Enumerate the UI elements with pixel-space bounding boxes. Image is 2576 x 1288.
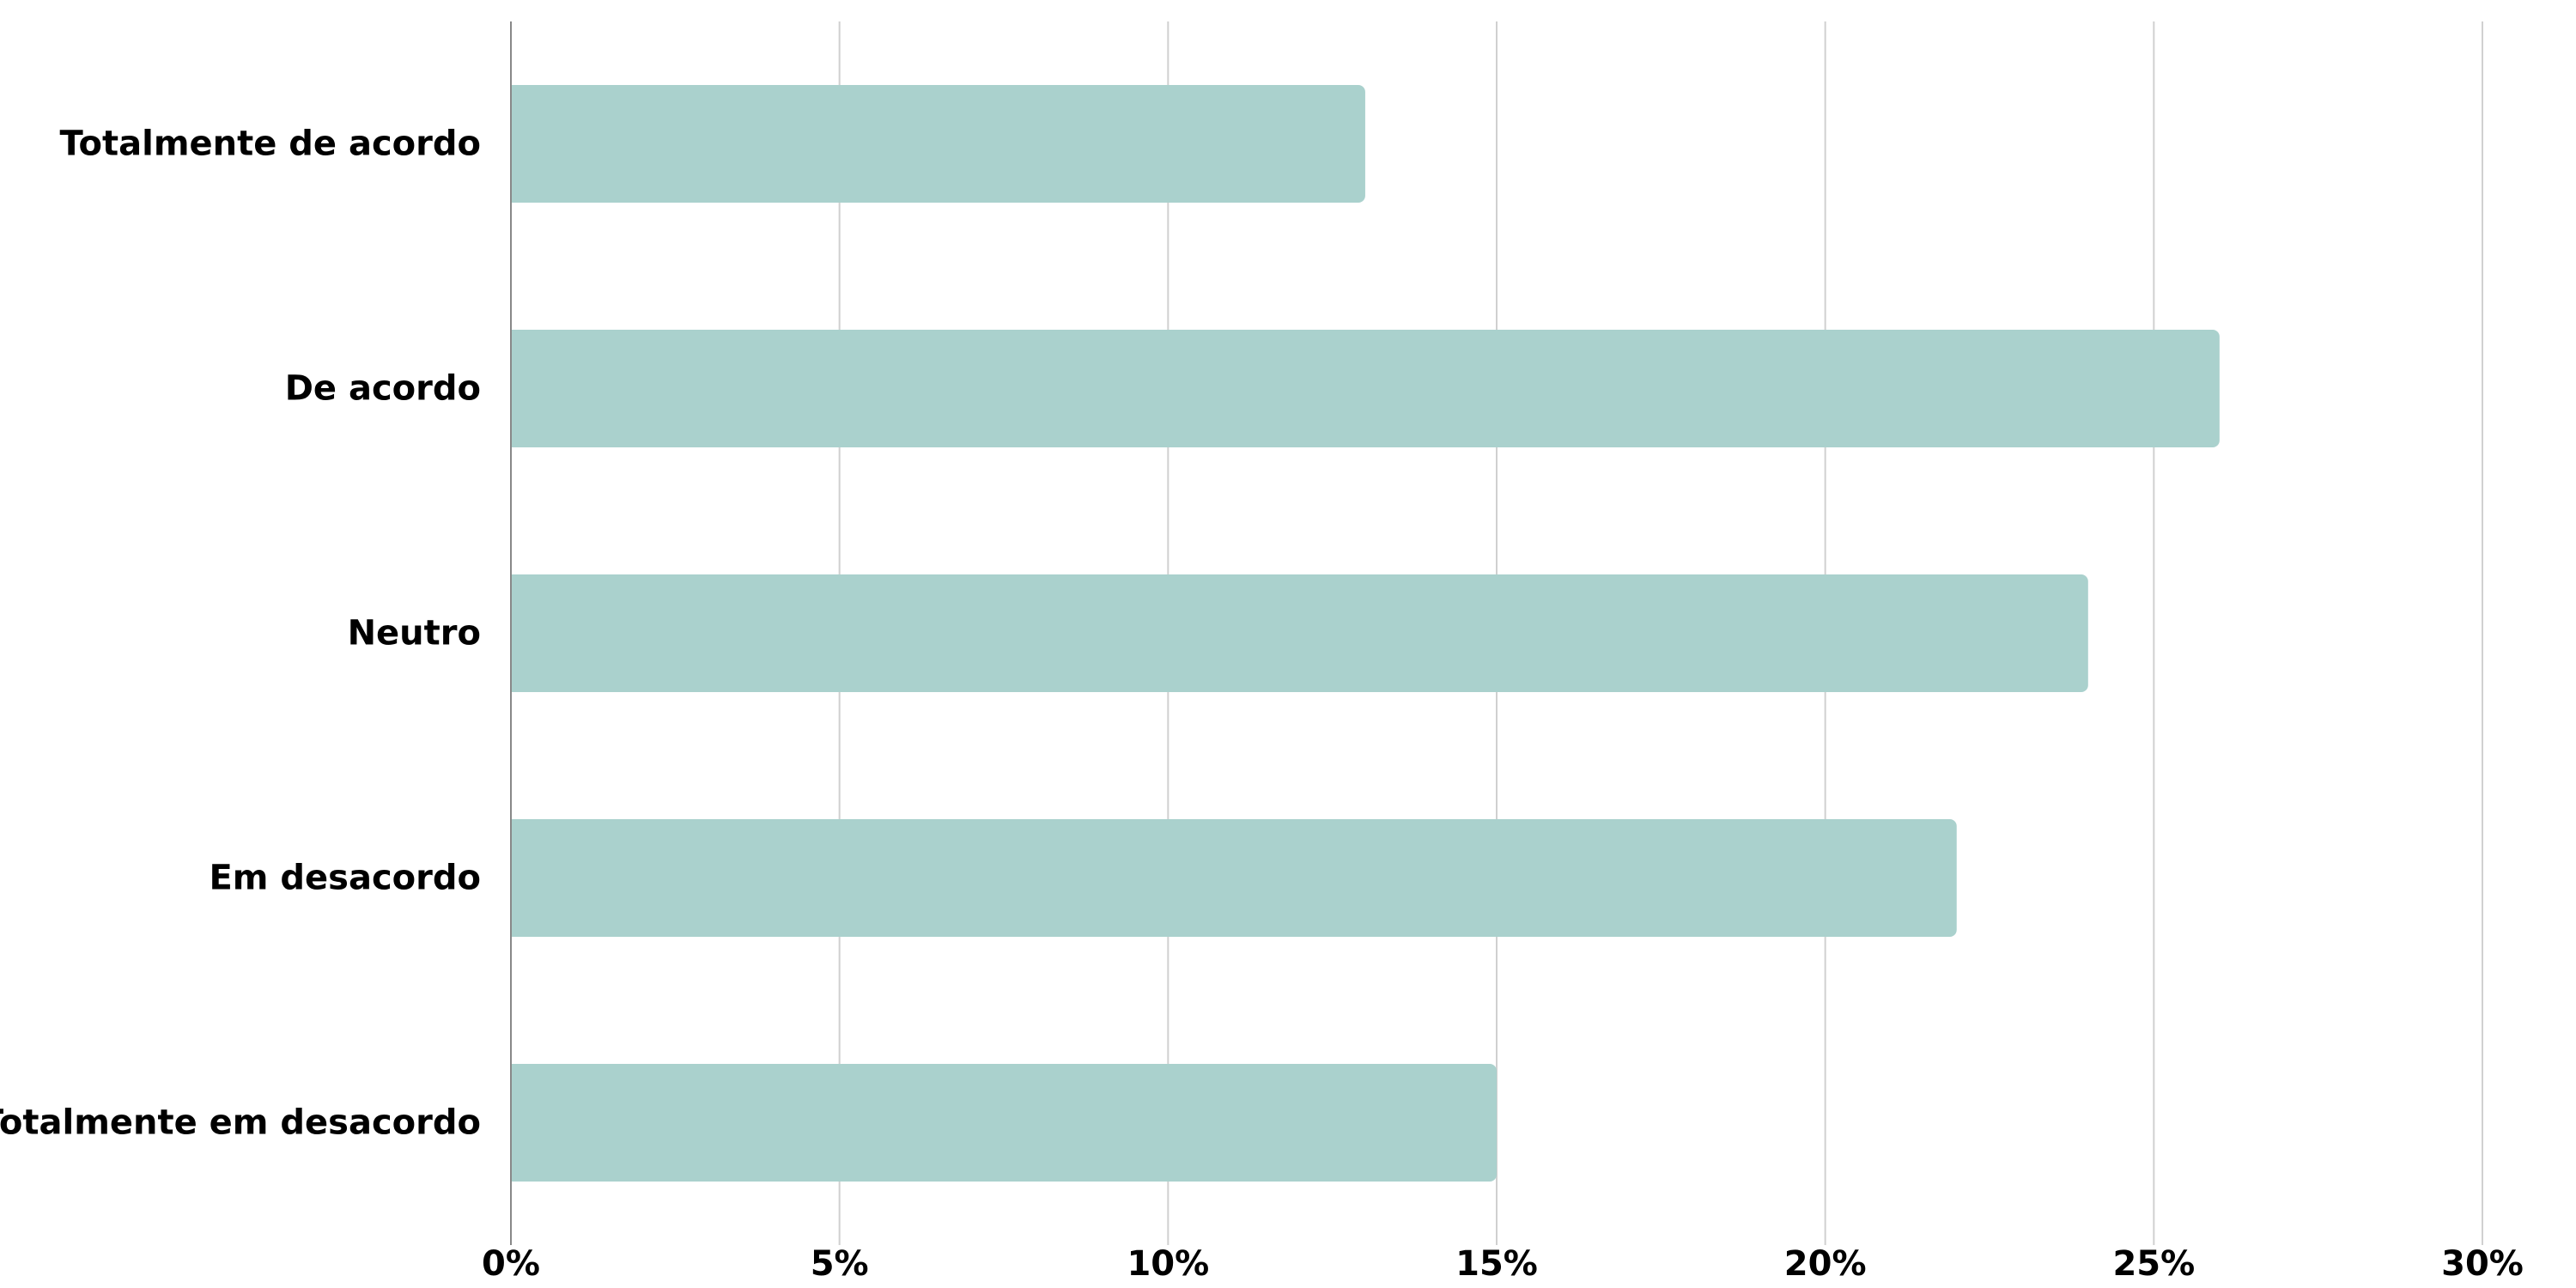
x-tick-label-0: 0% bbox=[482, 1244, 540, 1284]
bar-1 bbox=[511, 330, 2220, 447]
category-label-2: Neutro bbox=[348, 614, 481, 653]
category-label-4: Totalmente em desacordo bbox=[0, 1103, 481, 1143]
bar-2-base bbox=[511, 574, 521, 692]
bar-2 bbox=[511, 574, 2088, 692]
category-label-1: De acordo bbox=[285, 369, 481, 409]
x-tick-label-4: 20% bbox=[1784, 1244, 1867, 1284]
x-tick-label-5: 25% bbox=[2112, 1244, 2195, 1284]
bar-4-base bbox=[511, 1064, 521, 1182]
bar-3-base bbox=[511, 819, 521, 937]
x-tick-label-6: 30% bbox=[2441, 1244, 2524, 1284]
x-tick-label-2: 10% bbox=[1127, 1244, 1209, 1284]
category-label-3: Em desacordo bbox=[209, 859, 481, 898]
bar-layer bbox=[511, 85, 2220, 1182]
bar-4 bbox=[511, 1064, 1497, 1182]
x-tick-label-3: 15% bbox=[1455, 1244, 1538, 1284]
category-labels: Totalmente de acordo De acordo Neutro Em de… bbox=[0, 125, 481, 1143]
bar-3 bbox=[511, 819, 1957, 937]
bar-0 bbox=[511, 85, 1365, 203]
x-tick-labels: 0% 5% 10% 15% 20% 25% 30% bbox=[482, 1244, 2524, 1284]
bar-1-base bbox=[511, 330, 521, 447]
x-tick-label-1: 5% bbox=[811, 1244, 869, 1284]
category-label-0: Totalmente de acordo bbox=[60, 125, 481, 164]
bar-0-base bbox=[511, 85, 521, 203]
